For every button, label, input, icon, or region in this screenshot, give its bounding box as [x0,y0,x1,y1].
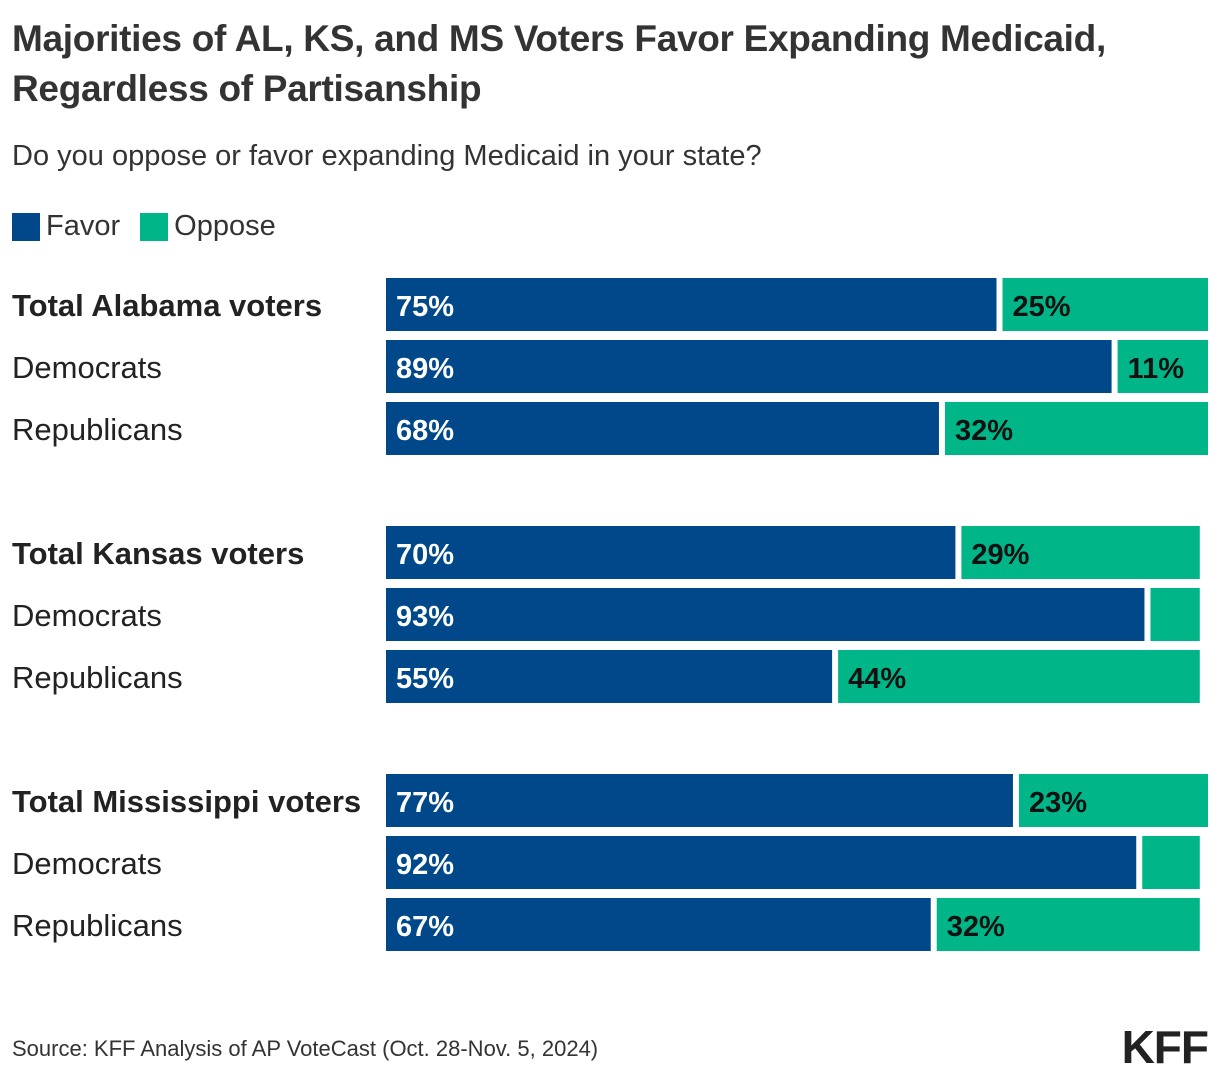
data-label-oppose: 23% [1029,787,1087,819]
kff-logo: KFF [1121,1021,1209,1073]
legend-swatch-favor [12,212,40,241]
bar-chart: Total Alabama voters 75% 25% Democrats 89% 11… [12,278,1208,951]
bar-favor [386,402,939,455]
bar-favor [386,588,1145,641]
row-label: Democrats [12,846,162,881]
source-note: Source: KFF Analysis of AP VoteCast (Oct… [12,1036,599,1061]
data-label-favor: 67% [396,911,454,943]
data-label-oppose: 32% [955,415,1013,447]
chart-subtitle: Do you oppose or favor expanding Medicai… [12,140,762,172]
bar-favor [386,898,931,951]
bar-favor [386,836,1137,889]
data-label-favor: 92% [396,849,454,881]
legend-item-oppose: Oppose [140,210,276,243]
row-label: Republicans [12,412,183,447]
bar-oppose [944,402,1208,455]
legend-label-oppose: Oppose [174,210,276,242]
bar-oppose [1117,340,1208,393]
legend-swatch-oppose [140,212,169,241]
data-label-favor: 68% [396,415,454,447]
bar-oppose [1150,588,1200,641]
bar-oppose [961,526,1200,579]
bar-favor [386,774,1013,827]
bar-favor [386,526,956,579]
bar-favor [386,278,997,331]
row-label: Total Kansas voters [12,536,304,571]
row-label: Republicans [12,908,183,943]
bar-favor [386,340,1112,393]
data-label-oppose: 11% [1128,353,1185,385]
data-label-oppose: 32% [947,911,1005,943]
data-label-favor: 55% [396,663,454,695]
chart-title: Majorities of AL, KS, and MS Voters Favo… [12,18,1106,109]
bar-oppose [1142,836,1200,889]
bar-oppose [936,898,1200,951]
row-label: Total Mississippi voters [12,784,361,819]
legend-item-favor: Favor [12,210,120,243]
data-label-favor: 93% [396,601,454,633]
data-label-favor: 77% [396,787,454,819]
row-label: Republicans [12,660,183,695]
data-label-oppose: 25% [1013,291,1071,323]
row-label: Democrats [12,350,162,385]
legend-label-favor: Favor [46,210,121,242]
data-label-oppose: 44% [848,663,906,695]
row-label: Democrats [12,598,162,633]
bar-oppose [1002,278,1208,331]
data-label-favor: 75% [396,291,454,323]
bar-oppose [838,650,1200,703]
legend: Favor Oppose [12,210,296,243]
bar-favor [386,650,833,703]
row-label: Total Alabama voters [12,288,322,323]
data-label-favor: 70% [396,539,454,571]
bar-oppose [1018,774,1208,827]
data-label-favor: 89% [396,353,454,385]
data-label-oppose: 29% [971,539,1029,571]
